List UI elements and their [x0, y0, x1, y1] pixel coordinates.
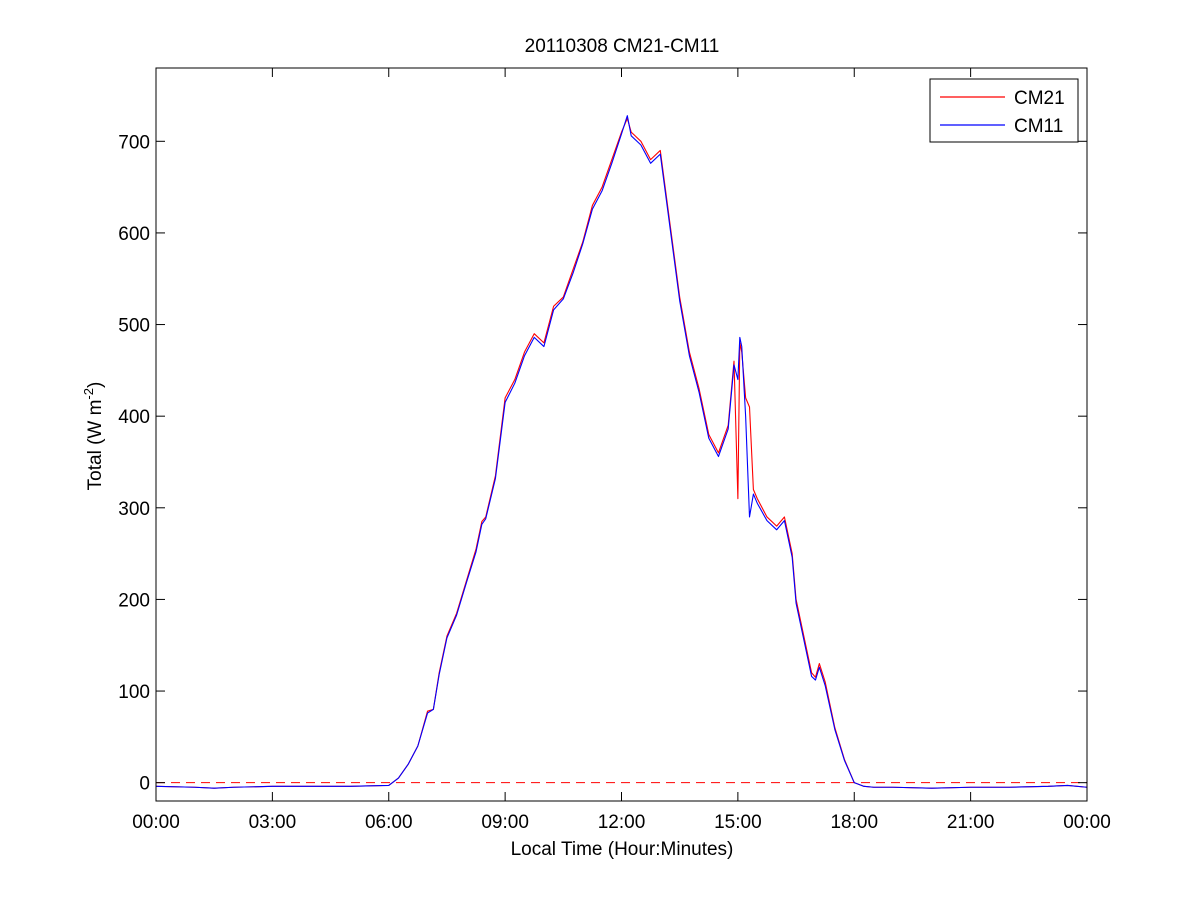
x-tick-label: 03:00	[249, 812, 297, 833]
chart-title: 20110308 CM21-CM11	[525, 36, 720, 57]
plot-background	[156, 68, 1087, 801]
legend-label-cm21: CM21	[1014, 88, 1065, 109]
x-tick-label: 12:00	[598, 812, 646, 833]
y-tick-label: 200	[118, 590, 150, 611]
x-tick-label: 18:00	[830, 812, 878, 833]
y-axis-title: Total (W m-2)	[81, 382, 106, 491]
x-axis-title: Local Time (Hour:Minutes)	[511, 839, 734, 860]
y-tick-label: 100	[118, 682, 150, 703]
y-axis-title-close: )	[85, 382, 106, 388]
y-tick-label: 400	[118, 407, 150, 428]
legend-box	[929, 78, 1079, 143]
x-tick-label: 15:00	[714, 812, 762, 833]
y-tick-label: 700	[118, 132, 150, 153]
axes-ticks: 00:00 03:00 06:00 09:00 12:00 15:00 18:00 21:00…	[118, 67, 1111, 833]
y-axis-title-superscript: -2	[81, 388, 96, 400]
x-tick-label: 21:00	[947, 812, 995, 833]
series-line-cm11	[155, 115, 1088, 789]
x-tick-label: 00:00	[132, 812, 180, 833]
y-tick-label: 600	[118, 224, 150, 245]
y-axis-title-main: Total (W m	[85, 400, 106, 491]
y-tick-label: 0	[139, 774, 150, 795]
y-tick-label: 300	[118, 499, 150, 520]
y-tick-label: 500	[118, 316, 150, 337]
legend: CM21 CM11	[929, 78, 1079, 143]
x-tick-label: 00:00	[1063, 812, 1111, 833]
plot-area	[155, 68, 1088, 801]
x-tick-label: 06:00	[365, 812, 413, 833]
legend-label-cm11: CM11	[1014, 116, 1063, 137]
x-tick-label: 09:00	[481, 812, 529, 833]
